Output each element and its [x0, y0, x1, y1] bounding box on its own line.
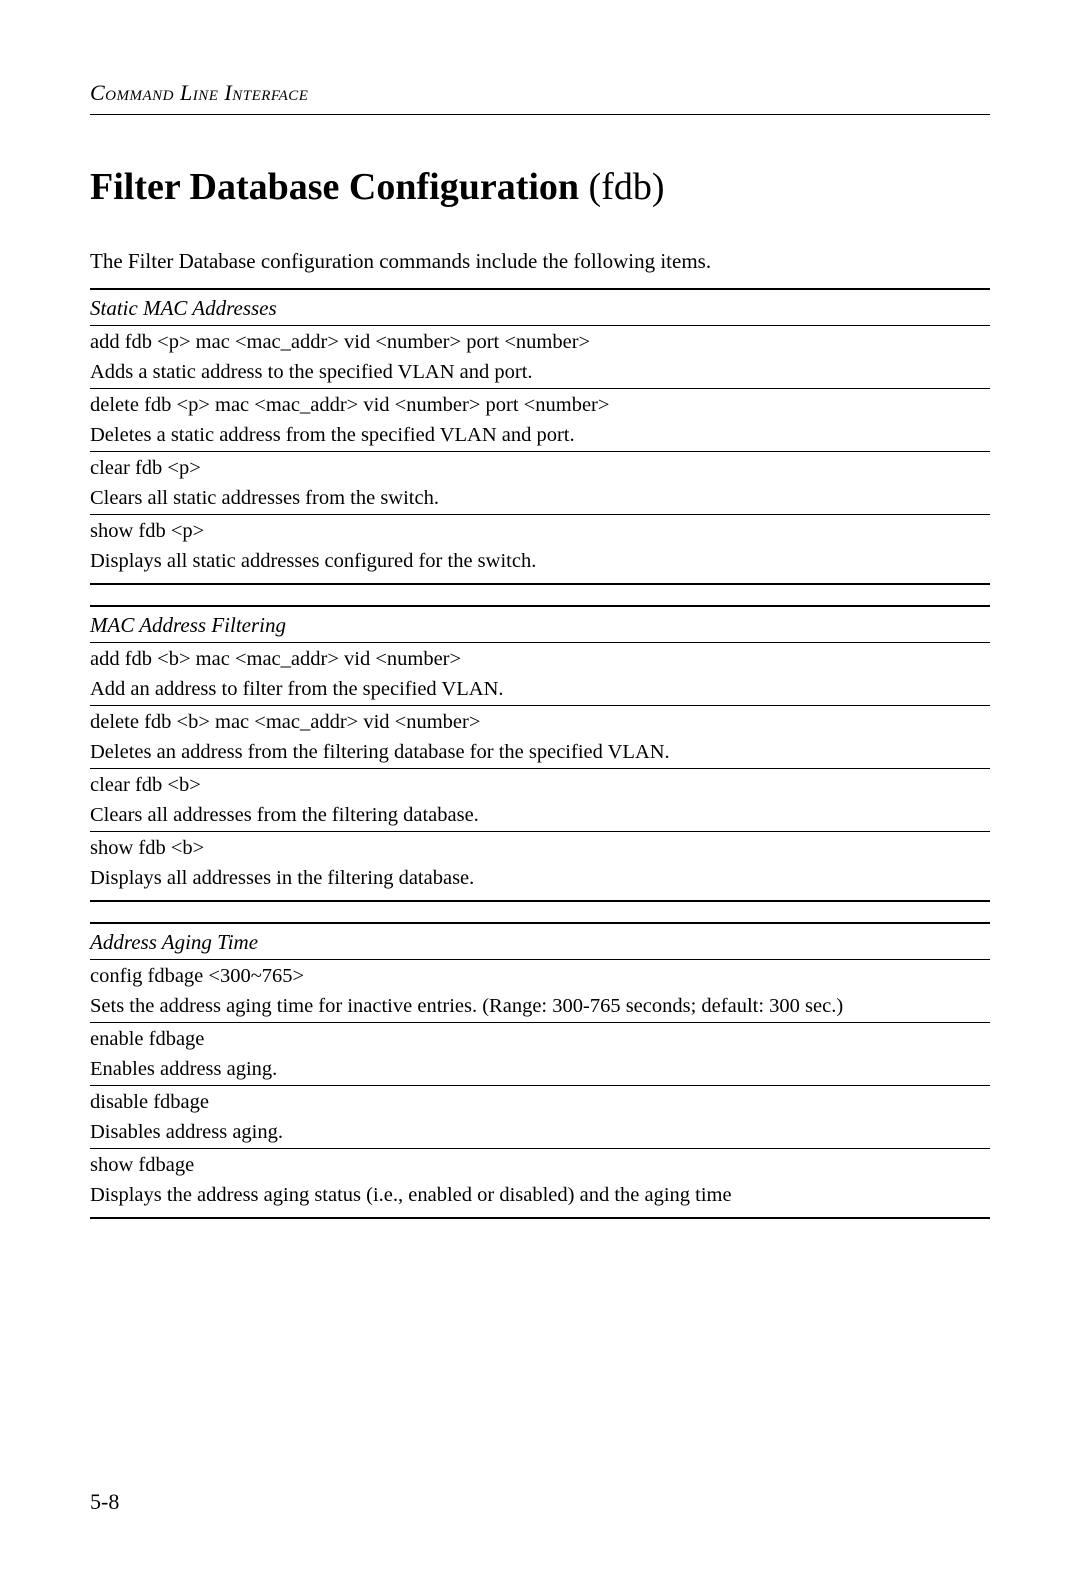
command-description: Clears all static addresses from the swi…	[90, 483, 990, 514]
command-syntax: show fdb <b>	[90, 832, 990, 863]
section-gap	[90, 585, 990, 599]
command-description: Displays all static addresses configured…	[90, 546, 990, 577]
command-syntax: delete fdb <b> mac <mac_addr> vid <numbe…	[90, 706, 990, 737]
command-syntax: delete fdb <p> mac <mac_addr> vid <numbe…	[90, 389, 990, 420]
command-syntax: disable fdbage	[90, 1086, 990, 1117]
command-syntax: config fdbage <300~765>	[90, 960, 990, 991]
command-description: Deletes a static address from the specif…	[90, 420, 990, 451]
title-light: (fdb)	[579, 166, 664, 208]
command-description: Sets the address aging time for inactive…	[90, 991, 990, 1022]
page-title: Filter Database Configuration (fdb)	[90, 165, 990, 209]
command-syntax: add fdb <b> mac <mac_addr> vid <number>	[90, 643, 990, 674]
header-section-label: Command Line Interface	[90, 80, 990, 106]
command-description: Displays the address aging status (i.e.,…	[90, 1180, 990, 1211]
section-label: MAC Address Filtering	[90, 607, 990, 642]
header-underline	[90, 114, 990, 115]
command-syntax: clear fdb <p>	[90, 452, 990, 483]
command-description: Adds a static address to the specified V…	[90, 357, 990, 388]
command-syntax: add fdb <p> mac <mac_addr> vid <number> …	[90, 326, 990, 357]
command-description: Add an address to filter from the specif…	[90, 674, 990, 705]
section-bottom-rule	[90, 1217, 990, 1219]
title-bold: Filter Database Configuration	[90, 166, 579, 208]
section-label: Address Aging Time	[90, 924, 990, 959]
intro-text: The Filter Database configuration comman…	[90, 249, 990, 274]
command-syntax: show fdbage	[90, 1149, 990, 1180]
command-description: Displays all addresses in the filtering …	[90, 863, 990, 894]
sections-container: Static MAC Addressesadd fdb <p> mac <mac…	[90, 288, 990, 1219]
command-description: Disables address aging.	[90, 1117, 990, 1148]
command-description: Deletes an address from the filtering da…	[90, 737, 990, 768]
command-syntax: enable fdbage	[90, 1023, 990, 1054]
section-label: Static MAC Addresses	[90, 290, 990, 325]
section-gap	[90, 902, 990, 916]
command-syntax: clear fdb <b>	[90, 769, 990, 800]
command-description: Clears all addresses from the filtering …	[90, 800, 990, 831]
page-number: 5-8	[90, 1489, 119, 1515]
command-syntax: show fdb <p>	[90, 515, 990, 546]
command-description: Enables address aging.	[90, 1054, 990, 1085]
